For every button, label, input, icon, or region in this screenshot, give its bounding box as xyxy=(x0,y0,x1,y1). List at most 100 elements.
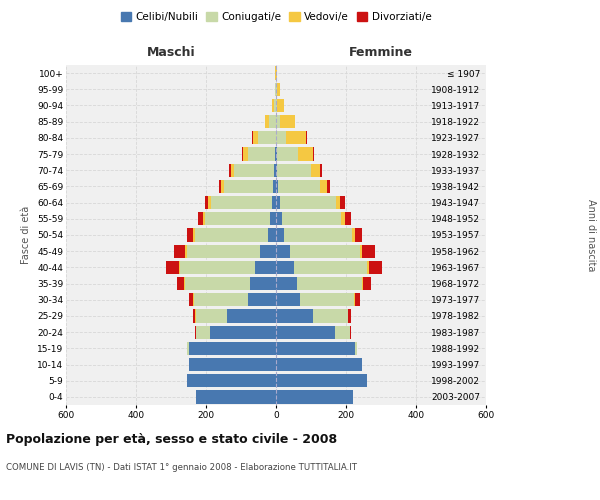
Bar xyxy=(362,244,375,258)
Bar xyxy=(196,326,209,339)
Bar xyxy=(205,196,208,209)
Bar xyxy=(185,244,187,258)
Bar xyxy=(195,326,196,339)
Bar xyxy=(355,228,362,241)
Bar xyxy=(243,148,248,160)
Bar xyxy=(234,164,274,177)
Legend: Celibi/Nubili, Coniugati/e, Vedovi/e, Divorziati/e: Celibi/Nubili, Coniugati/e, Vedovi/e, Di… xyxy=(116,8,436,26)
Text: Maschi: Maschi xyxy=(146,46,196,59)
Text: Anni di nascita: Anni di nascita xyxy=(586,199,596,271)
Bar xyxy=(187,228,193,241)
Bar xyxy=(253,131,258,144)
Bar xyxy=(276,293,300,306)
Bar xyxy=(205,212,270,226)
Bar xyxy=(185,277,250,290)
Bar xyxy=(320,164,322,177)
Bar xyxy=(255,260,276,274)
Bar xyxy=(208,196,211,209)
Bar xyxy=(187,244,260,258)
Bar xyxy=(355,293,361,306)
Bar xyxy=(362,277,363,290)
Bar xyxy=(268,228,276,241)
Bar xyxy=(276,196,280,209)
Bar xyxy=(184,277,185,290)
Bar xyxy=(276,180,278,193)
Bar xyxy=(280,115,295,128)
Bar xyxy=(220,180,221,193)
Bar xyxy=(277,82,280,96)
Bar xyxy=(274,164,276,177)
Bar xyxy=(275,148,276,160)
Bar xyxy=(265,115,269,128)
Bar xyxy=(369,260,382,274)
Bar xyxy=(280,196,335,209)
Bar xyxy=(276,358,362,371)
Bar xyxy=(276,374,367,388)
Bar xyxy=(187,374,276,388)
Bar xyxy=(311,164,320,177)
Bar xyxy=(248,148,275,160)
Bar xyxy=(209,326,276,339)
Bar xyxy=(360,244,362,258)
Bar xyxy=(221,180,224,193)
Bar xyxy=(272,99,274,112)
Bar xyxy=(270,212,276,226)
Text: Femmine: Femmine xyxy=(349,46,413,59)
Text: COMUNE DI LAVIS (TN) - Dati ISTAT 1° gennaio 2008 - Elaborazione TUTTITALIA.IT: COMUNE DI LAVIS (TN) - Dati ISTAT 1° gen… xyxy=(6,462,357,471)
Bar xyxy=(166,260,179,274)
Bar xyxy=(341,212,346,226)
Bar xyxy=(363,277,371,290)
Bar xyxy=(196,390,276,404)
Bar xyxy=(276,148,277,160)
Bar xyxy=(290,244,360,258)
Bar xyxy=(276,342,355,355)
Bar xyxy=(348,310,349,322)
Bar xyxy=(195,228,268,241)
Bar xyxy=(272,196,276,209)
Bar xyxy=(276,82,277,96)
Bar xyxy=(276,244,290,258)
Bar xyxy=(276,310,313,322)
Bar xyxy=(286,131,307,144)
Bar xyxy=(230,164,234,177)
Bar xyxy=(224,180,273,193)
Bar xyxy=(196,310,227,322)
Bar xyxy=(284,228,352,241)
Bar xyxy=(229,164,230,177)
Bar xyxy=(320,180,328,193)
Bar xyxy=(275,82,276,96)
Bar xyxy=(355,342,356,355)
Bar xyxy=(277,131,286,144)
Bar xyxy=(277,164,311,177)
Bar xyxy=(276,326,335,339)
Bar xyxy=(178,277,184,290)
Bar xyxy=(354,293,355,306)
Bar xyxy=(276,228,284,241)
Bar xyxy=(293,260,367,274)
Bar xyxy=(352,228,355,241)
Bar xyxy=(273,180,276,193)
Bar xyxy=(277,148,298,160)
Bar xyxy=(188,342,276,355)
Bar xyxy=(281,212,341,226)
Bar xyxy=(198,212,203,226)
Bar xyxy=(340,196,344,209)
Bar xyxy=(250,277,276,290)
Bar xyxy=(328,180,329,193)
Bar xyxy=(248,293,276,306)
Bar xyxy=(349,310,351,322)
Bar xyxy=(335,196,340,209)
Bar xyxy=(276,390,353,404)
Bar xyxy=(276,260,293,274)
Bar xyxy=(313,310,348,322)
Bar xyxy=(193,293,194,306)
Bar xyxy=(346,212,351,226)
Bar xyxy=(174,244,185,258)
Bar xyxy=(269,115,275,128)
Bar xyxy=(189,293,193,306)
Bar xyxy=(277,115,280,128)
Text: Popolazione per età, sesso e stato civile - 2008: Popolazione per età, sesso e stato civil… xyxy=(6,432,337,446)
Bar xyxy=(242,148,243,160)
Bar xyxy=(188,358,276,371)
Bar xyxy=(276,66,277,80)
